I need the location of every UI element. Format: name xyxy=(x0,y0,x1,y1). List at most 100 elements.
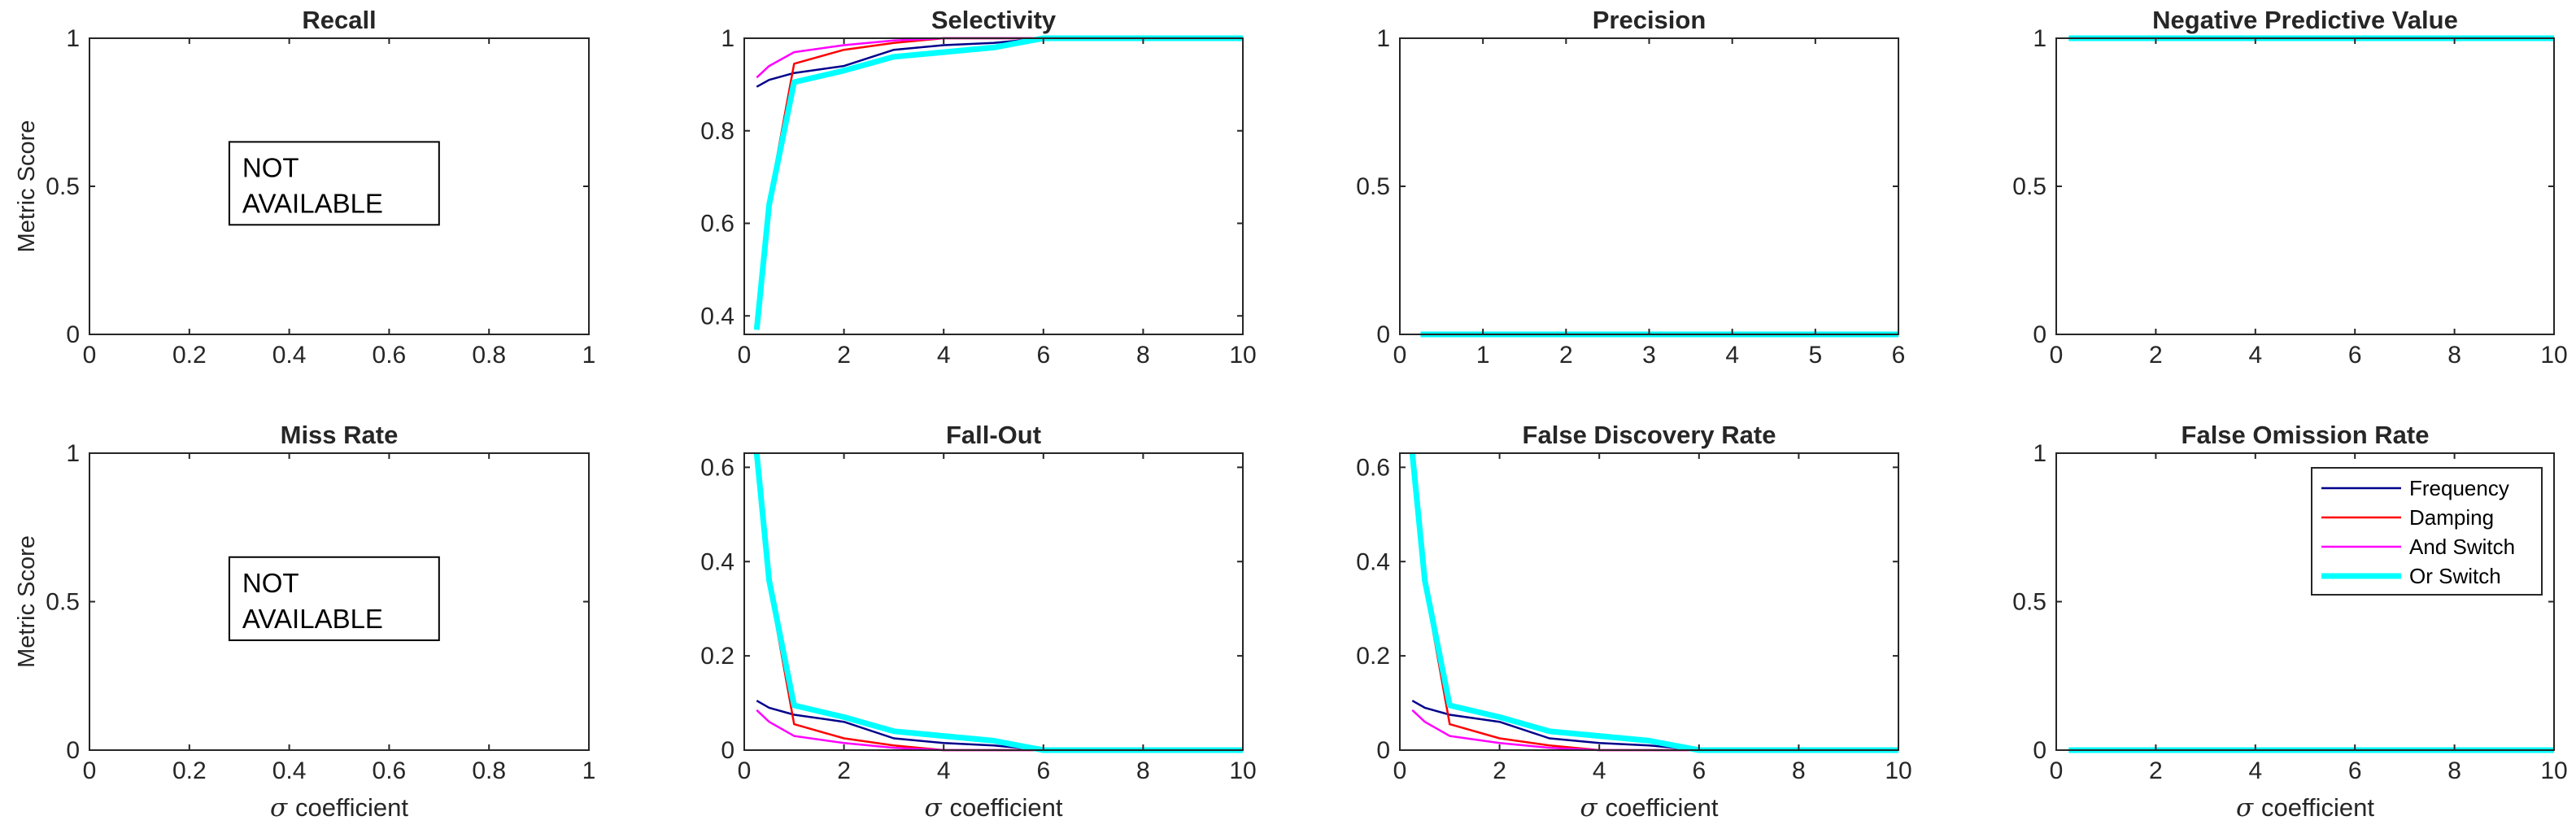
false-omission-rate-xtick-label: 4 xyxy=(2248,757,2262,784)
false-discovery-rate-plot-area xyxy=(1400,453,1898,750)
recall-note-box xyxy=(228,141,440,226)
negative-predictive-value-title: Negative Predictive Value xyxy=(2152,6,2458,34)
recall-ytick-label: 0 xyxy=(66,321,80,348)
miss-rate-xtick-label: 0 xyxy=(83,757,97,784)
false-discovery-rate-axes-box xyxy=(1399,452,1899,751)
false-discovery-rate-ytick-label: 0 xyxy=(1376,737,1390,764)
selectivity-ytick-label: 0.4 xyxy=(700,303,734,330)
fall-out-plot-area xyxy=(744,453,1243,750)
fall-out-xtick-label: 10 xyxy=(1229,757,1256,784)
recall-ytick-label: 0.5 xyxy=(46,173,80,200)
miss-rate-note-box xyxy=(228,556,440,641)
recall-ytick-label: 1 xyxy=(66,25,80,52)
false-discovery-rate-xlabel-text: coefficient xyxy=(1606,793,1719,822)
negative-predictive-value-xtick-label: 4 xyxy=(2248,342,2262,369)
miss-rate-note-line-2: AVAILABLE xyxy=(242,604,383,634)
false-discovery-rate-xtick-label: 10 xyxy=(1885,757,1911,784)
false-omission-rate-xtick-label: 2 xyxy=(2149,757,2163,784)
precision-xtick-label: 4 xyxy=(1725,342,1739,369)
miss-rate-ytick-label: 0 xyxy=(66,737,80,764)
precision-xtick-label: 2 xyxy=(1559,342,1573,369)
fall-out-xtick-label: 8 xyxy=(1136,757,1150,784)
selectivity-xtick-label: 2 xyxy=(837,342,851,369)
selectivity-xtick-label: 6 xyxy=(1036,342,1050,369)
selectivity-xtick-label: 0 xyxy=(738,342,752,369)
fall-out-xtick-label: 6 xyxy=(1036,757,1050,784)
precision-xtick-label: 6 xyxy=(1892,342,1906,369)
recall-xtick-label: 0.8 xyxy=(472,342,506,369)
fall-out-xtick-label: 2 xyxy=(837,757,851,784)
selectivity-xtick-label: 4 xyxy=(937,342,951,369)
negative-predictive-value-xtick-label: 6 xyxy=(2348,342,2362,369)
precision-ytick-label: 0.5 xyxy=(1356,173,1390,200)
false-discovery-rate-xtick-label: 8 xyxy=(1792,757,1806,784)
selectivity-ytick-label: 1 xyxy=(721,25,734,52)
negative-predictive-value-ytick-label: 1 xyxy=(2033,25,2046,52)
false-omission-rate-xlabel: σ coefficient xyxy=(2236,793,2374,823)
selectivity-ytick-label: 0.8 xyxy=(700,118,734,145)
false-omission-rate-xlabel-sigma: σ xyxy=(2236,793,2261,823)
recall-xtick-label: 1 xyxy=(582,342,596,369)
false-omission-rate-xtick-label: 6 xyxy=(2348,757,2362,784)
negative-predictive-value-xtick-label: 8 xyxy=(2447,342,2461,369)
legend-label-damping: Damping xyxy=(2409,505,2494,530)
false-omission-rate-xtick-label: 8 xyxy=(2447,757,2461,784)
miss-rate-xtick-label: 0.4 xyxy=(272,757,307,784)
fall-out-ytick-label: 0.2 xyxy=(700,643,734,670)
miss-rate-xlabel-sigma: σ xyxy=(270,793,295,823)
miss-rate-xtick-label: 0.2 xyxy=(172,757,207,784)
recall-xtick-label: 0.4 xyxy=(272,342,307,369)
negative-predictive-value-xtick-label: 2 xyxy=(2149,342,2163,369)
fall-out-xtick-label: 0 xyxy=(738,757,752,784)
false-discovery-rate-xlabel-sigma: σ xyxy=(1580,793,1605,823)
false-discovery-rate-ytick-label: 0.4 xyxy=(1356,548,1390,575)
precision-xtick-label: 3 xyxy=(1642,342,1656,369)
false-discovery-rate-xtick-label: 6 xyxy=(1692,757,1706,784)
selectivity-plot-area xyxy=(744,38,1243,334)
negative-predictive-value-xtick-label: 10 xyxy=(2540,342,2567,369)
false-discovery-rate-ytick-label: 0.2 xyxy=(1356,643,1390,670)
selectivity-axes-box xyxy=(743,37,1244,335)
fall-out-ytick-label: 0.4 xyxy=(700,548,734,575)
negative-predictive-value-xtick-label: 0 xyxy=(2050,342,2064,369)
negative-predictive-value-ytick-label: 0 xyxy=(2033,321,2046,348)
false-discovery-rate-xtick-label: 2 xyxy=(1493,757,1506,784)
miss-rate-xlabel: σ coefficient xyxy=(270,793,408,823)
fall-out-xlabel-text: coefficient xyxy=(950,793,1063,822)
precision-ytick-label: 1 xyxy=(1376,25,1390,52)
false-discovery-rate-xtick-label: 0 xyxy=(1393,757,1407,784)
precision-xtick-label: 1 xyxy=(1476,342,1490,369)
false-omission-rate-xtick-label: 10 xyxy=(2540,757,2567,784)
fall-out-ytick-label: 0 xyxy=(721,737,734,764)
miss-rate-note-line-1: NOT xyxy=(242,568,299,598)
false-omission-rate-ytick-label: 1 xyxy=(2033,440,2046,467)
fall-out-xlabel-sigma: σ xyxy=(924,793,949,823)
recall-xtick-label: 0.2 xyxy=(172,342,207,369)
selectivity-xtick-label: 8 xyxy=(1136,342,1150,369)
false-omission-rate-ytick-label: 0.5 xyxy=(2012,589,2046,616)
miss-rate-title: Miss Rate xyxy=(281,421,399,449)
miss-rate-xtick-label: 1 xyxy=(582,757,596,784)
recall-ylabel: Metric Score xyxy=(14,120,40,253)
precision-plot-area xyxy=(1400,38,1898,334)
fall-out-title: Fall-Out xyxy=(946,421,1041,449)
fall-out-xlabel: σ coefficient xyxy=(924,793,1062,823)
false-discovery-rate-title: False Discovery Rate xyxy=(1523,421,1776,449)
selectivity-ytick-label: 0.6 xyxy=(700,211,734,238)
false-omission-rate-ytick-label: 0 xyxy=(2033,737,2046,764)
false-omission-rate-title: False Omission Rate xyxy=(2182,421,2430,449)
precision-xtick-label: 0 xyxy=(1393,342,1407,369)
fall-out-ytick-label: 0.6 xyxy=(700,454,734,481)
precision-xtick-label: 5 xyxy=(1808,342,1822,369)
legend-label-or-switch: Or Switch xyxy=(2409,564,2501,588)
miss-rate-ytick-label: 0.5 xyxy=(46,589,80,616)
false-discovery-rate-xlabel: σ coefficient xyxy=(1580,793,1718,823)
legend-label-frequency: Frequency xyxy=(2409,476,2509,500)
fall-out-xtick-label: 4 xyxy=(937,757,951,784)
recall-title: Recall xyxy=(302,6,376,34)
recall-note-line-2: AVAILABLE xyxy=(242,188,383,218)
fall-out-axes-box xyxy=(743,452,1244,751)
miss-rate-xtick-label: 0.8 xyxy=(472,757,506,784)
false-discovery-rate-ytick-label: 0.6 xyxy=(1356,454,1390,481)
miss-rate-ylabel: Metric Score xyxy=(14,535,40,668)
